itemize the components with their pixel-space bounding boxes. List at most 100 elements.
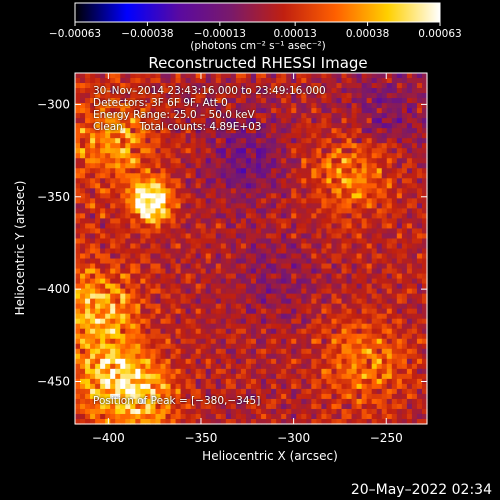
heatmap-cell <box>416 93 423 99</box>
heatmap-cell <box>80 93 86 99</box>
heatmap-cell <box>286 318 292 325</box>
heatmap-cell <box>376 213 383 220</box>
heatmap-cell <box>351 238 358 245</box>
heatmap-cell <box>90 378 96 385</box>
heatmap-cell <box>406 128 413 134</box>
heatmap-cell <box>95 158 101 164</box>
heatmap-cell <box>130 198 136 204</box>
heatmap-cell <box>281 343 287 350</box>
heatmap-cell <box>326 418 333 425</box>
heatmap-cell <box>175 158 182 164</box>
heatmap-cell <box>376 348 383 355</box>
heatmap-cell <box>110 128 116 134</box>
heatmap-cell <box>336 243 343 250</box>
heatmap-cell <box>150 158 157 164</box>
heatmap-cell <box>100 258 106 265</box>
heatmap-cell <box>326 323 333 330</box>
heatmap-cell <box>95 93 101 99</box>
heatmap-cell <box>195 158 202 164</box>
heatmap-cell <box>271 78 277 84</box>
heatmap-cell <box>100 153 106 159</box>
heatmap-cell <box>296 273 302 280</box>
heatmap-cell <box>401 243 408 250</box>
heatmap-cell <box>105 98 111 104</box>
heatmap-cell <box>411 373 418 380</box>
heatmap-cell <box>286 148 292 154</box>
heatmap-cell <box>180 83 187 89</box>
heatmap-cell <box>155 393 162 400</box>
heatmap-cell <box>195 88 202 94</box>
heatmap-cell <box>85 98 91 104</box>
heatmap-cell <box>235 413 242 420</box>
heatmap-cell <box>85 188 91 194</box>
heatmap-cell <box>256 128 262 134</box>
heatmap-cell <box>160 338 167 345</box>
heatmap-cell <box>145 238 152 245</box>
heatmap-cell <box>371 373 378 380</box>
heatmap-cell <box>366 373 373 380</box>
heatmap-cell <box>421 178 428 184</box>
heatmap-cell <box>205 148 212 154</box>
heatmap-cell <box>411 123 418 129</box>
heatmap-cell <box>95 213 101 220</box>
heatmap-cell <box>110 158 116 164</box>
heatmap-cell <box>100 108 106 114</box>
heatmap-cell <box>225 243 232 250</box>
heatmap-cell <box>406 133 413 139</box>
heatmap-cell <box>331 168 338 174</box>
heatmap-cell <box>256 358 262 365</box>
heatmap-cell <box>391 278 398 285</box>
heatmap-cell <box>125 93 131 99</box>
heatmap-cell <box>321 343 328 350</box>
heatmap-cell <box>276 363 282 370</box>
heatmap-cell <box>105 273 111 280</box>
heatmap-cell <box>346 353 353 360</box>
heatmap-cell <box>301 273 307 280</box>
heatmap-cell <box>190 198 197 204</box>
heatmap-cell <box>180 128 187 134</box>
heatmap-cell <box>145 83 152 89</box>
heatmap-cell <box>85 373 91 380</box>
heatmap-cell <box>276 163 282 169</box>
heatmap-cell <box>120 373 126 380</box>
heatmap-cell <box>276 183 282 189</box>
heatmap-cell <box>381 328 388 335</box>
heatmap-cell <box>261 153 267 159</box>
heatmap-cell <box>90 403 96 410</box>
heatmap-cell <box>105 303 111 310</box>
heatmap-cell <box>130 158 136 164</box>
heatmap-cell <box>80 113 86 119</box>
heatmap-cell <box>105 398 111 405</box>
heatmap-cell <box>326 283 333 290</box>
heatmap-cell <box>180 138 187 144</box>
heatmap-cell <box>311 78 317 84</box>
heatmap-cell <box>281 188 287 194</box>
heatmap-cell <box>271 348 277 355</box>
heatmap-cell <box>85 328 91 335</box>
heatmap-cell <box>301 298 307 305</box>
heatmap-cell <box>120 408 126 415</box>
heatmap-cell <box>251 178 257 184</box>
heatmap-cell <box>175 378 182 385</box>
heatmap-cell <box>371 178 378 184</box>
heatmap-cell <box>416 373 423 380</box>
heatmap-cell <box>301 128 307 134</box>
heatmap-cell <box>245 163 252 169</box>
heatmap-cell <box>266 138 272 144</box>
heatmap-cell <box>341 338 348 345</box>
heatmap-cell <box>346 178 353 184</box>
heatmap-cell <box>301 388 307 395</box>
heatmap-cell <box>286 178 292 184</box>
heatmap-cell <box>366 183 373 189</box>
heatmap-cell <box>391 93 398 99</box>
heatmap-cell <box>406 228 413 235</box>
heatmap-cell <box>286 203 292 209</box>
heatmap-cell <box>170 243 177 250</box>
heatmap-cell <box>140 108 146 114</box>
heatmap-cell <box>336 233 343 240</box>
heatmap-cell <box>406 358 413 365</box>
heatmap-cell <box>195 393 202 400</box>
heatmap-cell <box>356 193 363 199</box>
heatmap-cell <box>266 318 272 325</box>
heatmap-cell <box>135 273 141 280</box>
